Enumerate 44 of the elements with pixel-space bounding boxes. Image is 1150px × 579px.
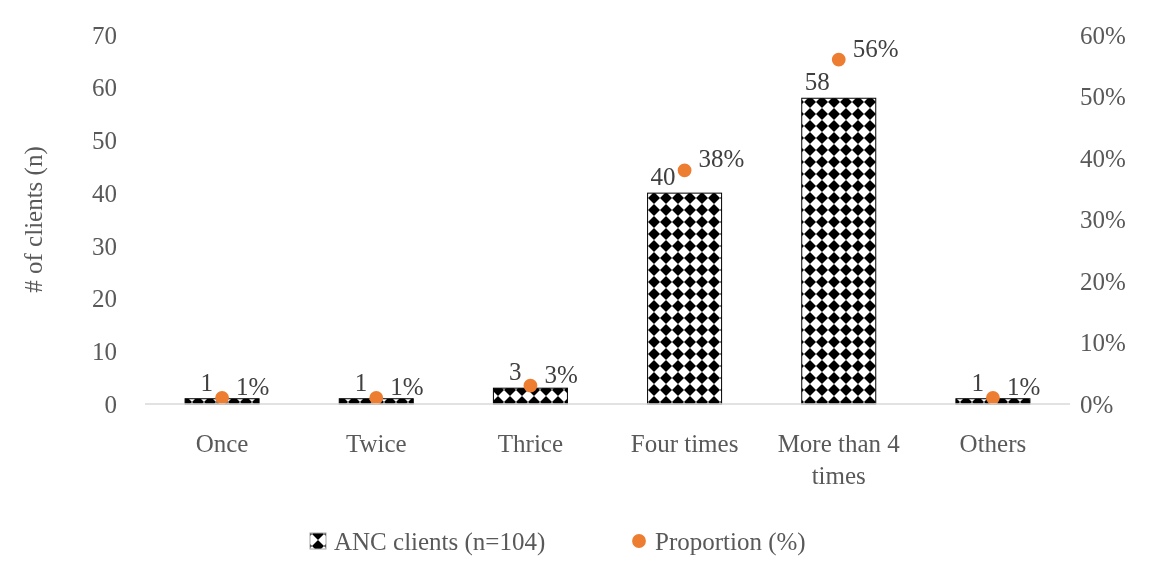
data-label: 58 (804, 68, 830, 96)
y2-tick-label: 30% (1080, 206, 1126, 234)
data-label: 40 (650, 163, 676, 191)
x-tick-label: More than 4 times (777, 430, 901, 489)
y-tick-label: 20 (92, 285, 117, 313)
point (369, 390, 384, 405)
data-label: 1% (1006, 372, 1041, 400)
y-tick-label: 70 (92, 21, 117, 49)
x-tick-label: Thrice (497, 430, 564, 457)
bar (647, 192, 723, 405)
point (831, 52, 846, 67)
y2-tick-label: 10% (1080, 329, 1126, 357)
y2-tick-label: 20% (1080, 267, 1126, 295)
x-tick-label: Twice (345, 430, 407, 457)
data-label: 1% (236, 372, 270, 400)
data-label: 1 (971, 368, 984, 396)
data-label: 1% (390, 372, 424, 400)
data-label: 1 (200, 368, 214, 396)
legend-label: Proportion (%) (655, 527, 806, 556)
data-label: 3% (544, 360, 578, 388)
x-tick-label: Once (195, 430, 249, 457)
y2-tick-label: 60% (1080, 21, 1126, 49)
legend-label: ANC clients (n=104) (334, 527, 546, 556)
bar (801, 97, 877, 405)
data-label: 1 (354, 368, 368, 396)
point (523, 378, 538, 393)
y-axis-title: # of clients (n) (20, 146, 48, 293)
y-tick-label: 10 (92, 338, 117, 366)
x-tick-label: Others (959, 430, 1027, 457)
data-label: 56% (852, 34, 899, 62)
y-tick-label: 40 (92, 179, 117, 207)
y2-tick-label: 40% (1080, 144, 1126, 172)
y2-tick-label: 0% (1080, 390, 1114, 418)
data-label: 38% (698, 145, 745, 173)
data-label: 3 (508, 358, 522, 386)
y-tick-label: 50 (92, 127, 117, 155)
y-tick-label: 60 (92, 74, 117, 102)
point (986, 390, 1000, 405)
point (677, 163, 692, 178)
y-tick-label: 0 (104, 390, 117, 418)
point (215, 390, 229, 405)
y-tick-label: 30 (92, 232, 117, 260)
x-tick-label: Four times (630, 430, 739, 457)
y2-tick-label: 50% (1080, 83, 1126, 111)
